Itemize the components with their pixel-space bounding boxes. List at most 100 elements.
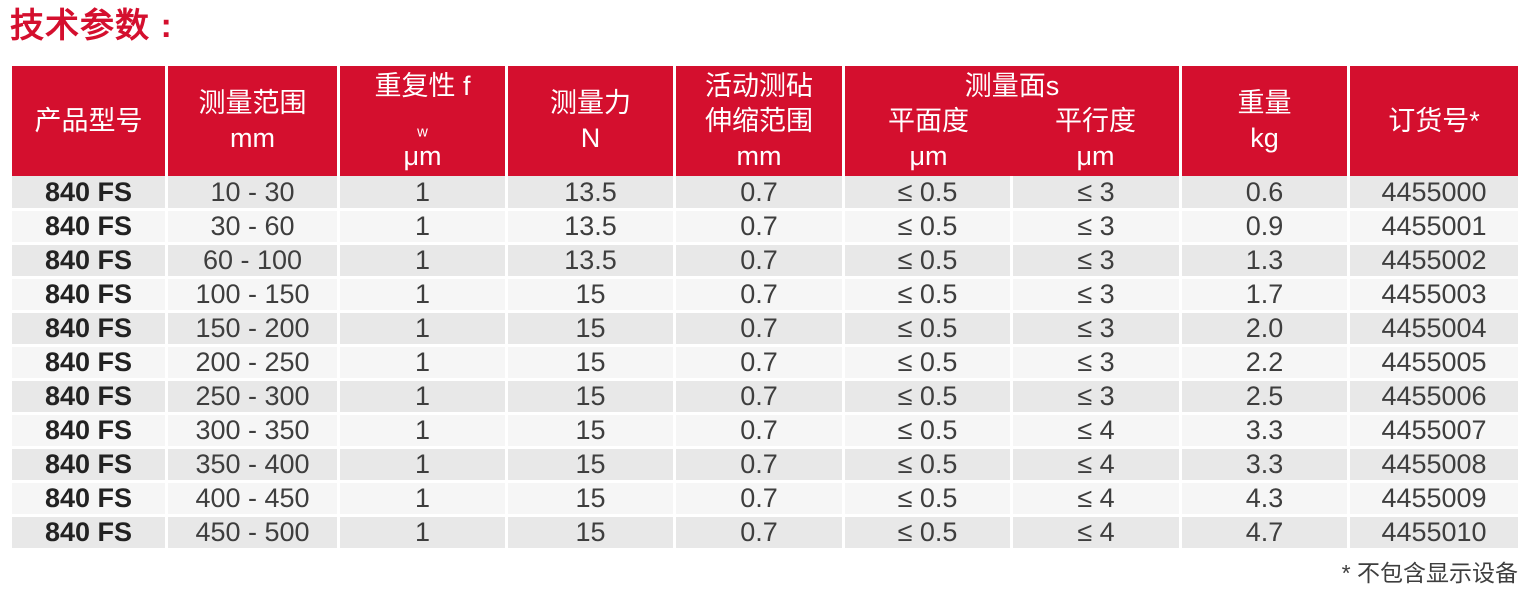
cell-measuring-range: 30 - 60 (168, 208, 340, 242)
cell-order-number: 4455007 (1350, 412, 1518, 446)
cell-measuring-range: 250 - 300 (168, 378, 340, 412)
cell-order-number: 4455006 (1350, 378, 1518, 412)
header-weight: 重量 kg (1182, 66, 1350, 176)
cell-anvil-travel: 0.7 (676, 480, 845, 514)
cell-product-model: 840 FS (12, 176, 168, 208)
header-measuring-range-unit: mm (230, 123, 275, 153)
cell-parallelism: ≤ 3 (1013, 276, 1182, 310)
cell-measuring-range: 400 - 450 (168, 480, 340, 514)
cell-measuring-force: 13.5 (508, 176, 676, 208)
cell-anvil-travel: 0.7 (676, 242, 845, 276)
cell-repeatability: 1 (340, 242, 508, 276)
cell-product-model: 840 FS (12, 344, 168, 378)
cell-weight: 3.3 (1182, 446, 1350, 480)
cell-repeatability: 1 (340, 412, 508, 446)
cell-parallelism: ≤ 3 (1013, 344, 1182, 378)
cell-measuring-force: 15 (508, 310, 676, 344)
cell-repeatability: 1 (340, 378, 508, 412)
cell-weight: 0.9 (1182, 208, 1350, 242)
cell-parallelism: ≤ 4 (1013, 412, 1182, 446)
cell-flatness: ≤ 0.5 (845, 412, 1013, 446)
cell-order-number: 4455010 (1350, 514, 1518, 548)
header-product-model: 产品型号 (12, 66, 168, 176)
cell-flatness: ≤ 0.5 (845, 176, 1013, 208)
header-anvil-line1: 活动测砧 (705, 70, 813, 101)
cell-repeatability: 1 (340, 310, 508, 344)
cell-product-model: 840 FS (12, 480, 168, 514)
cell-measuring-force: 15 (508, 412, 676, 446)
cell-product-model: 840 FS (12, 276, 168, 310)
cell-flatness: ≤ 0.5 (845, 242, 1013, 276)
cell-repeatability: 1 (340, 276, 508, 310)
cell-measuring-force: 15 (508, 514, 676, 548)
table-row: 840 FS 300 - 350 1 15 0.7 ≤ 0.5 ≤ 4 3.3 4455007 (12, 412, 1518, 446)
header-order-number-label: 订货号* (1388, 105, 1480, 136)
table-row: 840 FS 150 - 200 1 15 0.7 ≤ 0.5 ≤ 3 2.0 4455004 (12, 310, 1518, 344)
cell-order-number: 4455004 (1350, 310, 1518, 344)
cell-flatness: ≤ 0.5 (845, 310, 1013, 344)
cell-measuring-range: 60 - 100 (168, 242, 340, 276)
header-weight-unit: kg (1250, 123, 1279, 153)
header-measuring-range: 测量范围 mm (168, 66, 340, 176)
cell-parallelism: ≤ 4 (1013, 514, 1182, 548)
cell-repeatability: 1 (340, 514, 508, 548)
cell-measuring-force: 13.5 (508, 208, 676, 242)
cell-anvil-travel: 0.7 (676, 412, 845, 446)
cell-anvil-travel: 0.7 (676, 344, 845, 378)
page-title: 技术参数 : (10, 7, 173, 45)
cell-product-model: 840 FS (12, 242, 168, 276)
header-parallelism: 平行度 μm (1012, 104, 1179, 174)
header-flatness: 平面度 μm (845, 104, 1012, 174)
table-body: 840 FS 10 - 30 1 13.5 0.7 ≤ 0.5 ≤ 3 0.6 4455000 8… (12, 176, 1518, 548)
table-row: 840 FS 350 - 400 1 15 0.7 ≤ 0.5 ≤ 4 3.3 4455008 (12, 446, 1518, 480)
cell-weight: 0.6 (1182, 176, 1350, 208)
header-repeatability-unit: μm (403, 140, 442, 171)
cell-weight: 4.7 (1182, 514, 1350, 548)
header-flatness-unit: μm (909, 140, 948, 171)
cell-order-number: 4455003 (1350, 276, 1518, 310)
cell-weight: 1.7 (1182, 276, 1350, 310)
cell-order-number: 4455000 (1350, 176, 1518, 208)
cell-order-number: 4455002 (1350, 242, 1518, 276)
header-anvil-line2: 伸缩范围 (705, 105, 813, 136)
header-measuring-force-label: 测量力 (550, 88, 631, 118)
cell-parallelism: ≤ 3 (1013, 208, 1182, 242)
header-measuring-faces: 测量面s 平面度 μm 平行度 μm (845, 66, 1182, 176)
cell-flatness: ≤ 0.5 (845, 276, 1013, 310)
cell-weight: 2.2 (1182, 344, 1350, 378)
header-parallelism-unit: μm (1076, 140, 1115, 171)
table-row: 840 FS 200 - 250 1 15 0.7 ≤ 0.5 ≤ 3 2.2 4455005 (12, 344, 1518, 378)
cell-weight: 4.3 (1182, 480, 1350, 514)
cell-anvil-travel: 0.7 (676, 276, 845, 310)
cell-parallelism: ≤ 4 (1013, 480, 1182, 514)
cell-repeatability: 1 (340, 480, 508, 514)
header-product-model-label: 产品型号 (34, 105, 143, 136)
header-anvil-unit: mm (736, 140, 782, 171)
header-anvil-travel: 活动测砧 伸缩范围 mm (676, 66, 845, 176)
cell-flatness: ≤ 0.5 (845, 480, 1013, 514)
cell-weight: 1.3 (1182, 242, 1350, 276)
cell-anvil-travel: 0.7 (676, 514, 845, 548)
cell-measuring-range: 10 - 30 (168, 176, 340, 208)
table-row: 840 FS 10 - 30 1 13.5 0.7 ≤ 0.5 ≤ 3 0.6 4455000 (12, 176, 1518, 208)
cell-weight: 3.3 (1182, 412, 1350, 446)
table-row: 840 FS 100 - 150 1 15 0.7 ≤ 0.5 ≤ 3 1.7 4455003 (12, 276, 1518, 310)
cell-measuring-range: 350 - 400 (168, 446, 340, 480)
header-measuring-range-label: 测量范围 (198, 88, 307, 118)
cell-anvil-travel: 0.7 (676, 310, 845, 344)
header-weight-label: 重量 (1237, 88, 1292, 118)
table-row: 840 FS 450 - 500 1 15 0.7 ≤ 0.5 ≤ 4 4.7 4455010 (12, 514, 1518, 548)
header-faces-title: 测量面s (964, 70, 1060, 101)
cell-measuring-range: 100 - 150 (168, 276, 340, 310)
cell-measuring-range: 200 - 250 (168, 344, 340, 378)
cell-measuring-force: 15 (508, 344, 676, 378)
cell-flatness: ≤ 0.5 (845, 446, 1013, 480)
cell-measuring-force: 15 (508, 276, 676, 310)
table-row: 840 FS 250 - 300 1 15 0.7 ≤ 0.5 ≤ 3 2.5 4455006 (12, 378, 1518, 412)
header-parallelism-label: 平行度 (1055, 105, 1136, 136)
cell-anvil-travel: 0.7 (676, 176, 845, 208)
